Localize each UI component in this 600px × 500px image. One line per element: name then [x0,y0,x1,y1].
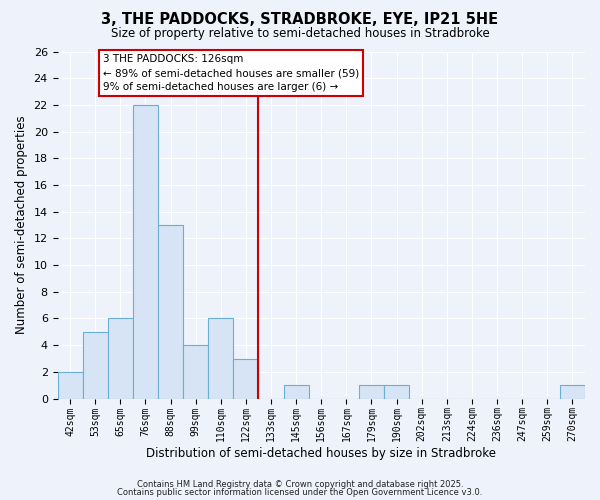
Bar [83,332,108,398]
Bar [58,372,83,398]
Text: 3, THE PADDOCKS, STRADBROKE, EYE, IP21 5HE: 3, THE PADDOCKS, STRADBROKE, EYE, IP21 5… [101,12,499,28]
Bar [233,358,259,399]
Bar [284,385,309,398]
Bar [560,385,585,398]
Bar [359,385,384,398]
X-axis label: Distribution of semi-detached houses by size in Stradbroke: Distribution of semi-detached houses by … [146,447,496,460]
Bar [183,345,208,399]
Bar [384,385,409,398]
Text: 3 THE PADDOCKS: 126sqm
← 89% of semi-detached houses are smaller (59)
9% of semi: 3 THE PADDOCKS: 126sqm ← 89% of semi-det… [103,54,359,92]
Y-axis label: Number of semi-detached properties: Number of semi-detached properties [15,116,28,334]
Bar [133,105,158,399]
Bar [208,318,233,398]
Bar [108,318,133,398]
Text: Contains HM Land Registry data © Crown copyright and database right 2025.: Contains HM Land Registry data © Crown c… [137,480,463,489]
Text: Size of property relative to semi-detached houses in Stradbroke: Size of property relative to semi-detach… [110,28,490,40]
Bar [158,225,183,398]
Text: Contains public sector information licensed under the Open Government Licence v3: Contains public sector information licen… [118,488,482,497]
